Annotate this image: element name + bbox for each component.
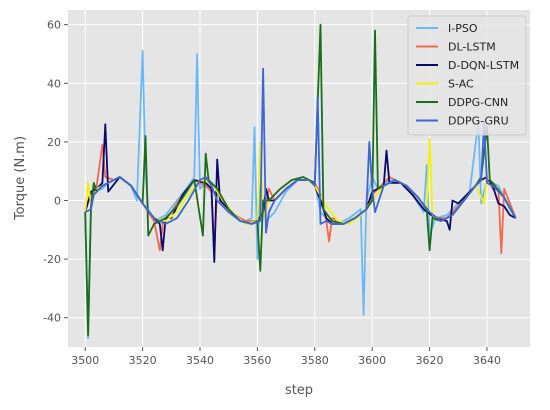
y-tick-label: -20 — [43, 253, 61, 266]
y-axis-label: Torque (N.m) — [13, 136, 28, 221]
series-lines — [84, 23, 517, 340]
legend: I-PSO DL-LSTM D-DQN-LSTM S-AC DDPG-CNN DDPG-G… — [407, 15, 527, 136]
x-tick-label: 3620 — [416, 354, 444, 367]
legend-label: I-PSO — [448, 22, 478, 35]
y-tick-label: 60 — [47, 19, 61, 32]
axis-ticks: 3500 3520 3540 3560 3580 3600 3620 3640 -40 -20 0 2… — [43, 19, 501, 367]
x-tick-label: 3560 — [243, 354, 271, 367]
x-tick-label: 3500 — [71, 354, 99, 367]
x-tick-label: 3540 — [186, 354, 214, 367]
legend-label: S-AC — [448, 78, 474, 91]
y-tick-label: 0 — [54, 194, 61, 207]
legend-label: D-DQN-LSTM — [448, 59, 519, 72]
series-line-ddpg-gru — [84, 67, 517, 234]
x-tick-label: 3640 — [473, 354, 501, 367]
legend-label: DDPG-GRU — [448, 115, 509, 128]
legend-label: DDPG-CNN — [448, 96, 508, 109]
series-line-ddpg-cnn — [84, 23, 517, 337]
y-tick-label: 20 — [47, 136, 61, 149]
x-tick-label: 3580 — [301, 354, 329, 367]
x-tick-label: 3520 — [129, 354, 157, 367]
x-tick-label: 3600 — [358, 354, 386, 367]
x-axis-label: step — [285, 383, 313, 398]
legend-label: DL-LSTM — [448, 41, 496, 54]
y-tick-label: 40 — [47, 77, 61, 90]
y-tick-label: -40 — [43, 312, 61, 325]
